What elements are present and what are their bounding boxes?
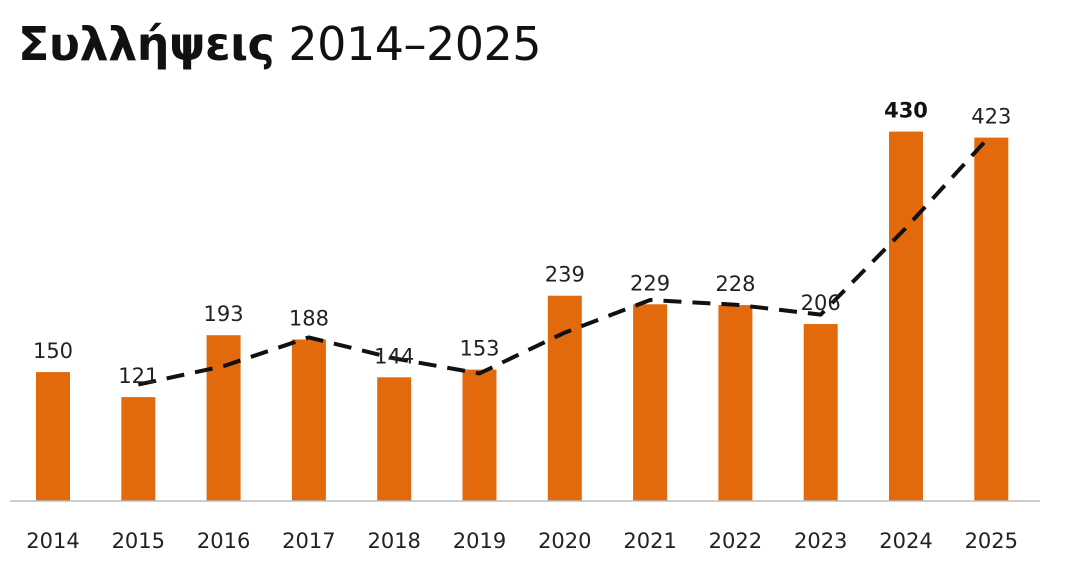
x-tick-label-2020: 2020 xyxy=(538,529,591,553)
title-bold: Συλλήψεις xyxy=(18,17,275,71)
data-label-2014: 150 xyxy=(33,339,73,363)
x-tick-label-2015: 2015 xyxy=(112,529,165,553)
bar-2017 xyxy=(291,339,326,501)
x-tick-label-2017: 2017 xyxy=(282,529,335,553)
bar-2019 xyxy=(462,369,497,501)
data-label-2022: 228 xyxy=(715,272,755,296)
x-tick-label-2024: 2024 xyxy=(879,529,932,553)
title-range: 2014–2025 xyxy=(288,17,542,71)
x-tick-label-2022: 2022 xyxy=(709,529,762,553)
data-label-2017: 188 xyxy=(289,307,329,331)
data-label-2019: 153 xyxy=(459,337,499,361)
data-label-2018: 144 xyxy=(374,344,414,368)
bar-2024 xyxy=(889,131,923,501)
bar-2014 xyxy=(36,372,70,501)
data-label-2021: 229 xyxy=(630,271,670,295)
bar-2025 xyxy=(974,137,1009,501)
trend-line xyxy=(137,133,993,387)
x-tick-label-2019: 2019 xyxy=(453,529,506,553)
x-tick-label-2014: 2014 xyxy=(26,529,79,553)
x-tick-label-2021: 2021 xyxy=(623,529,676,553)
bar-2018 xyxy=(377,377,412,501)
bar-2022 xyxy=(718,305,753,501)
x-tick-label-2016: 2016 xyxy=(197,529,250,553)
data-label-2024: 430 xyxy=(884,99,928,123)
data-label-2023: 206 xyxy=(801,291,841,315)
bar-2015 xyxy=(121,397,156,501)
x-tick-label-2023: 2023 xyxy=(794,529,847,553)
page-title: Συλλήψεις 2014–2025 xyxy=(18,14,542,74)
data-label-2015: 121 xyxy=(118,364,158,388)
x-tick-label-2025: 2025 xyxy=(965,529,1018,553)
data-label-2025: 423 xyxy=(971,105,1011,129)
bar-2021 xyxy=(633,304,668,501)
bar-2020 xyxy=(547,295,582,501)
data-label-2016: 193 xyxy=(204,302,244,326)
x-tick-label-2018: 2018 xyxy=(367,529,420,553)
bar-2023 xyxy=(803,324,838,501)
data-label-2020: 239 xyxy=(545,263,585,287)
